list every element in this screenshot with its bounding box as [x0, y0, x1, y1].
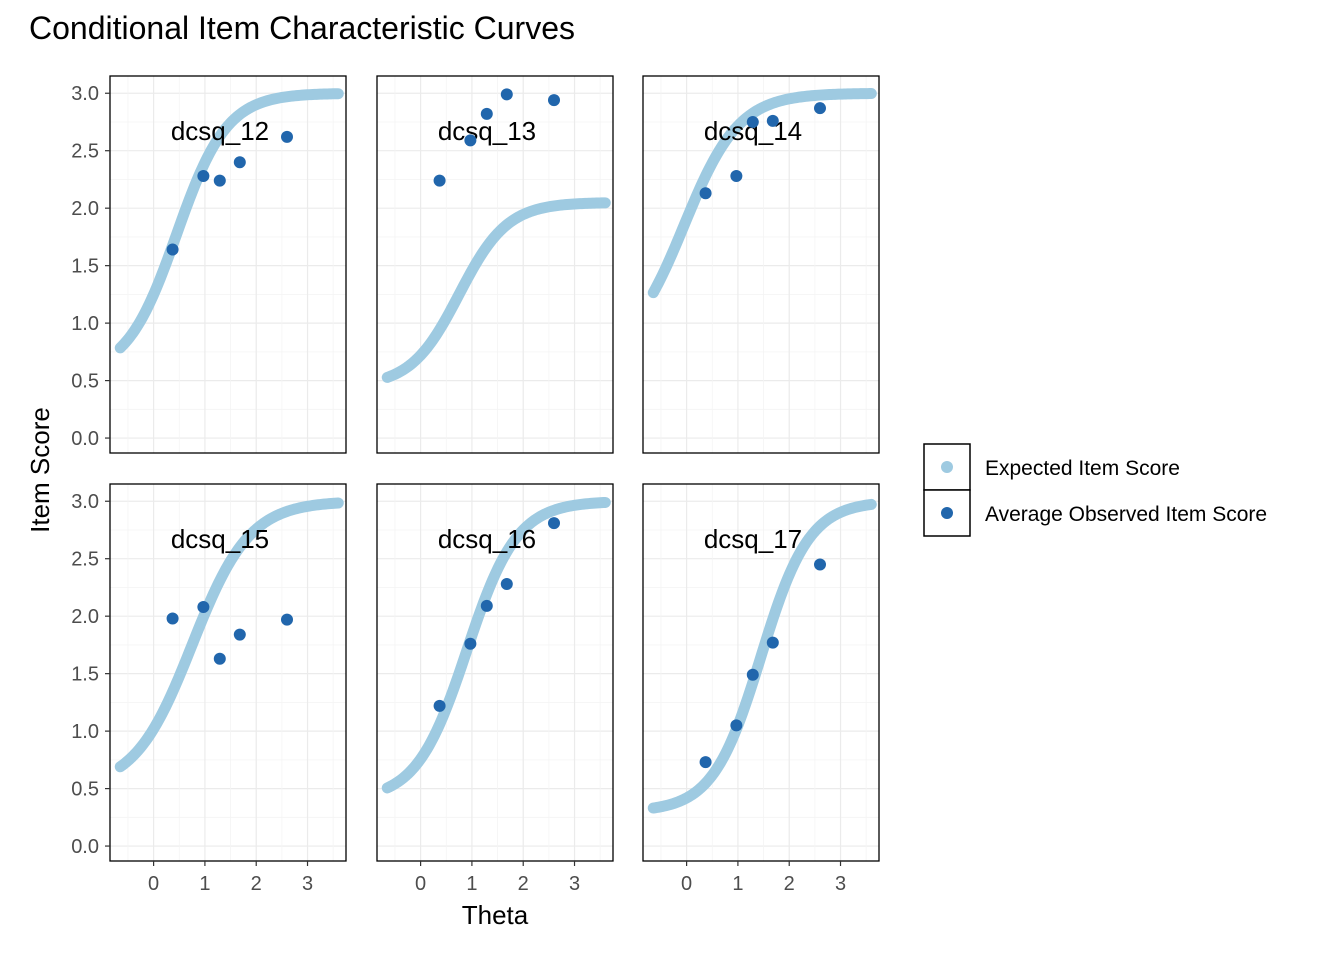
observed-score-point	[746, 115, 759, 128]
y-tick-label: 1.5	[71, 256, 99, 278]
observed-score-point	[233, 156, 246, 169]
panel-border	[642, 75, 880, 454]
y-tick-label: 1.5	[71, 664, 99, 686]
facet-panel: dcsq_16 0 1 2 3	[376, 483, 614, 895]
facet-label: dcsq_12	[171, 116, 269, 146]
facet-panel: dcsq_14	[642, 75, 880, 454]
observed-score-point	[814, 558, 826, 571]
observed-score-point	[730, 719, 743, 732]
observed-score-point	[699, 187, 712, 200]
expected-score-curve	[381, 197, 611, 383]
observed-score-point	[699, 756, 712, 769]
facet-panel: dcsq_12 0.0 0.5 1.0 1.5 2.0 2.5 3.0	[71, 75, 347, 454]
x-tick-label: 3	[302, 873, 313, 895]
legend-label: Average Observed Item Score	[985, 503, 1267, 526]
expected-score-curve	[114, 88, 344, 354]
observed-score-point	[766, 114, 779, 127]
observed-score-point	[464, 637, 477, 650]
x-tick-label: 2	[518, 873, 529, 895]
observed-score-point	[281, 613, 293, 626]
facet-label: dcsq_15	[171, 524, 269, 554]
observed-score-point	[433, 699, 446, 712]
observed-score-point	[166, 243, 179, 256]
x-tick-label: 3	[835, 873, 846, 895]
observed-score-point	[746, 668, 759, 681]
y-tick-label: 0.0	[71, 428, 99, 450]
observed-score-point	[281, 130, 293, 143]
observed-score-point	[730, 169, 743, 182]
x-axis-title: Theta	[462, 900, 529, 930]
expected-score-curve	[647, 498, 877, 814]
observed-score-point	[500, 88, 513, 101]
y-tick-label: 0.0	[71, 836, 99, 858]
y-tick-label: 0.5	[71, 779, 99, 801]
panel-border	[109, 75, 347, 454]
x-tick-label: 3	[569, 873, 580, 895]
facet-panel: dcsq_13	[376, 75, 614, 454]
legend-label: Expected Item Score	[985, 457, 1180, 480]
observed-score-point	[213, 174, 226, 187]
y-tick-label: 1.0	[71, 721, 99, 743]
observed-score-point	[480, 599, 493, 612]
y-axis-title: Item Score	[25, 407, 55, 533]
expected-score-curve	[114, 497, 344, 773]
x-tick-label: 0	[148, 873, 159, 895]
observed-score-point	[480, 107, 493, 120]
facet-label: dcsq_17	[704, 524, 802, 554]
observed-score-point	[464, 134, 477, 147]
y-tick-label: 2.5	[71, 549, 99, 571]
y-tick-label: 2.5	[71, 141, 99, 163]
x-tick-label: 0	[681, 873, 692, 895]
expected-score-curve	[381, 496, 611, 794]
x-tick-label: 0	[415, 873, 426, 895]
observed-score-point	[766, 636, 779, 649]
observed-score-point	[548, 517, 560, 530]
expected-score-curve	[647, 88, 877, 299]
facet-label: dcsq_16	[438, 524, 536, 554]
x-tick-label: 1	[466, 873, 477, 895]
facet-panel: dcsq_17 0 1 2 3	[642, 483, 880, 895]
y-tick-label: 2.0	[71, 606, 99, 628]
observed-score-point	[213, 652, 226, 665]
observed-score-point	[433, 174, 446, 187]
x-tick-label: 1	[199, 873, 210, 895]
y-tick-label: 3.0	[71, 83, 99, 105]
chart-title: Conditional Item Characteristic Curves	[29, 10, 575, 46]
observed-score-point	[500, 577, 513, 590]
legend: Expected Item Score Average Observed Item…	[923, 443, 1267, 537]
x-tick-label: 2	[251, 873, 262, 895]
facet-label: dcsq_13	[438, 116, 536, 146]
y-tick-label: 0.5	[71, 371, 99, 393]
facet-panel: dcsq_15 0.0 0.5 1.0 1.5 2.0 2.5 3.0 0 1 2 3	[71, 483, 347, 895]
observed-score-point	[233, 628, 246, 641]
x-tick-label: 1	[732, 873, 743, 895]
observed-score-point	[197, 600, 210, 613]
observed-score-point	[197, 169, 210, 182]
x-tick-label: 2	[784, 873, 795, 895]
y-tick-label: 3.0	[71, 491, 99, 513]
panel-border	[109, 483, 347, 862]
legend-symbol	[941, 507, 953, 519]
facet-panels: dcsq_12 0.0 0.5 1.0 1.5 2.0 2.5 3.0 dcsq_13 dcsq_…	[71, 75, 880, 895]
panel-border	[642, 483, 880, 862]
panel-border	[376, 483, 614, 862]
panel-border	[376, 75, 614, 454]
y-tick-label: 1.0	[71, 313, 99, 335]
observed-score-point	[166, 612, 179, 625]
observed-score-point	[814, 102, 826, 115]
y-tick-label: 2.0	[71, 198, 99, 220]
observed-score-point	[548, 94, 560, 107]
legend-symbol	[941, 461, 953, 473]
